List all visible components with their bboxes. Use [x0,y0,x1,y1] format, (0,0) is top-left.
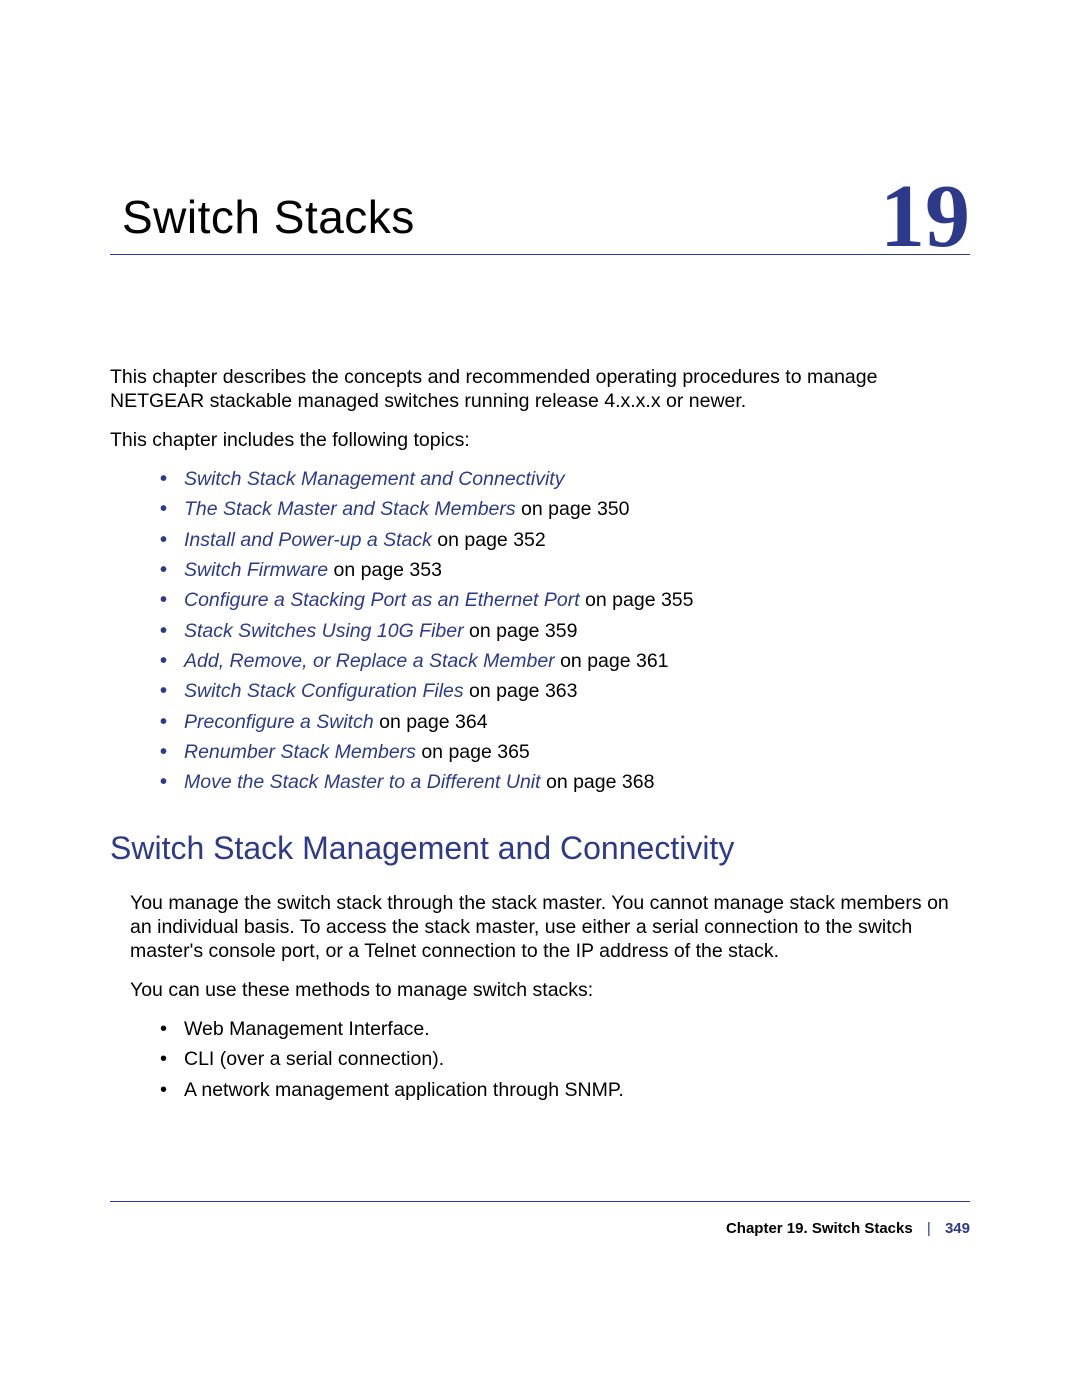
topic-item: Install and Power-up a Stack on page 352 [160,527,970,553]
method-list: Web Management Interface. CLI (over a se… [110,1016,970,1103]
footer-chapter-label: Chapter 19. Switch Stacks [726,1220,913,1237]
topic-item: Switch Stack Management and Connectivity [160,466,970,492]
topic-link[interactable]: Renumber Stack Members [184,741,416,763]
topic-link[interactable]: Switch Stack Configuration Files [184,680,464,702]
topic-link[interactable]: Stack Switches Using 10G Fiber [184,620,464,642]
topic-page-ref: on page 355 [580,589,694,611]
topic-list: Switch Stack Management and Connectivity… [110,466,970,795]
method-item: Web Management Interface. [160,1016,970,1042]
chapter-number: 19 [880,172,970,262]
footer-page-number: 349 [945,1220,970,1237]
topic-page-ref: on page 350 [516,498,630,520]
topic-item: Switch Firmware on page 353 [160,557,970,583]
topic-item: Switch Stack Configuration Files on page… [160,678,970,704]
method-item: A network management application through… [160,1077,970,1103]
topic-link[interactable]: Move the Stack Master to a Different Uni… [184,771,546,793]
page-footer: Chapter 19. Switch Stacks | 349 [110,1201,970,1237]
topic-link[interactable]: Install and Power-up a Stack [184,529,432,551]
topic-page-ref: on page 364 [374,711,488,733]
topic-page-ref: on page 363 [464,680,578,702]
topic-link[interactable]: Switch Stack Management and Connectivity [184,468,564,490]
topic-item: The Stack Master and Stack Members on pa… [160,496,970,522]
topic-item: Preconfigure a Switch on page 364 [160,709,970,735]
topic-link[interactable]: Configure a Stacking Port as an Ethernet… [184,589,580,611]
chapter-title: Switch Stacks [110,190,970,244]
topic-page-ref: on page 352 [432,529,546,551]
topic-page-ref: on page 359 [464,620,578,642]
chapter-rule [110,254,970,255]
topic-page-ref: on page 361 [555,650,669,672]
topic-page-ref: on page 353 [328,559,442,581]
intro-paragraph-1: This chapter describes the concepts and … [110,365,970,414]
topic-link[interactable]: Preconfigure a Switch [184,711,374,733]
intro-paragraph-2: This chapter includes the following topi… [110,428,970,452]
footer-rule [110,1201,970,1202]
topic-item: Move the Stack Master to a Different Uni… [160,769,970,795]
chapter-header: Switch Stacks 19 [110,190,970,255]
topic-item: Renumber Stack Members on page 365 [160,739,970,765]
page: Switch Stacks 19 This chapter describes … [0,0,1080,1397]
topic-item: Stack Switches Using 10G Fiber on page 3… [160,618,970,644]
footer-text: Chapter 19. Switch Stacks | 349 [110,1220,970,1237]
footer-separator: | [917,1220,941,1237]
topic-page-ref: on page 365 [416,741,530,763]
method-item: CLI (over a serial connection). [160,1046,970,1072]
topic-link[interactable]: Add, Remove, or Replace a Stack Member [184,650,555,672]
topic-item: Configure a Stacking Port as an Ethernet… [160,587,970,613]
topic-page-ref: on page 368 [546,771,654,793]
section-paragraph-1: You manage the switch stack through the … [110,891,970,964]
topic-link[interactable]: Switch Firmware [184,559,328,581]
topic-link[interactable]: The Stack Master and Stack Members [184,498,516,520]
section-heading: Switch Stack Management and Connectivity [110,830,970,867]
topic-item: Add, Remove, or Replace a Stack Member o… [160,648,970,674]
section-paragraph-2: You can use these methods to manage swit… [110,978,970,1002]
